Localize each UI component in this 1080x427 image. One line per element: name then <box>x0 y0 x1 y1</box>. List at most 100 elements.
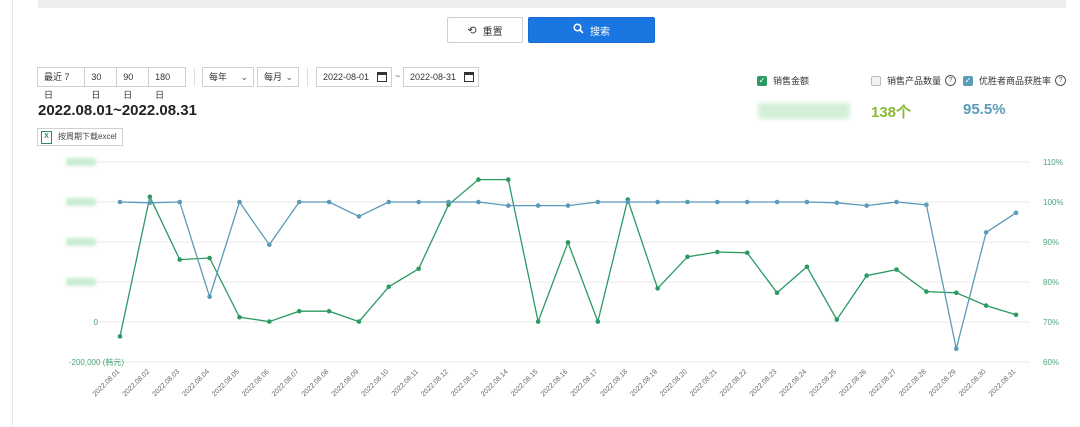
data-point <box>685 199 690 205</box>
data-point <box>715 199 720 205</box>
excel-download-label: 按周期下载excel <box>58 132 117 141</box>
reset-label: 重置 <box>482 26 503 38</box>
left-axis-blurred-tick <box>66 158 96 166</box>
left-axis-blurred-tick <box>66 198 96 206</box>
help-icon[interactable]: ? <box>945 75 957 86</box>
series-line <box>119 200 1017 349</box>
data-point <box>326 199 332 205</box>
month-select-value: 每月 <box>264 72 283 82</box>
x-tick-label: 2022.08.05 <box>211 368 241 398</box>
data-point <box>356 214 362 219</box>
x-tick-label: 2022.08.09 <box>331 368 361 398</box>
range-7d-button[interactable]: 最近 7日 <box>38 68 86 100</box>
data-point <box>685 254 690 260</box>
checkbox-unchecked-icon[interactable] <box>871 75 881 86</box>
x-tick-label: 2022.08.21 <box>689 368 719 398</box>
data-point <box>177 257 183 262</box>
data-point <box>894 199 899 205</box>
right-axis-tick-label: 100% <box>1043 198 1063 207</box>
help-icon[interactable]: ? <box>1055 75 1067 86</box>
data-point <box>267 242 272 248</box>
data-point <box>834 200 840 206</box>
x-tick-label: 2022.08.23 <box>749 368 779 398</box>
year-select[interactable]: 每年 ⌄ <box>202 67 254 87</box>
data-point <box>595 199 601 205</box>
calendar-icon[interactable] <box>464 72 474 82</box>
x-tick-label: 2022.08.15 <box>510 368 540 398</box>
x-tick-label: 2022.08.03 <box>151 368 181 398</box>
data-point <box>1013 312 1019 318</box>
right-axis-tick-label: 60% <box>1043 358 1059 367</box>
data-point <box>655 199 660 205</box>
legend-win-rate[interactable]: ✓ 优胜者商品获胜率 ? <box>963 74 1067 87</box>
data-point <box>296 308 302 314</box>
x-tick-label: 2022.08.14 <box>480 368 510 398</box>
data-point <box>834 317 840 322</box>
x-tick-label: 2022.08.29 <box>928 368 958 398</box>
x-tick-label: 2022.08.24 <box>779 368 809 398</box>
data-point <box>207 294 212 300</box>
data-point <box>505 203 511 208</box>
search-button[interactable]: 搜索 <box>528 17 655 43</box>
x-tick-label: 2022.08.30 <box>958 368 988 398</box>
data-point <box>715 249 720 255</box>
x-tick-label: 2022.08.31 <box>988 368 1018 398</box>
data-point <box>326 308 332 314</box>
calendar-icon[interactable] <box>377 72 387 82</box>
data-point <box>207 255 212 261</box>
legend-win-rate-label: 优胜者商品获胜率 <box>979 76 1052 86</box>
data-point <box>953 290 959 296</box>
data-point <box>535 319 541 324</box>
checkbox-checked-icon[interactable]: ✓ <box>963 75 973 86</box>
x-tick-label: 2022.08.26 <box>838 368 868 398</box>
x-tick-label: 2022.08.13 <box>450 368 480 398</box>
reset-button[interactable]: ⟲ 重置 <box>447 17 523 43</box>
range-30d-button[interactable]: 30日 <box>85 68 118 100</box>
data-point <box>535 203 541 208</box>
data-point <box>953 346 959 352</box>
data-point <box>416 266 421 272</box>
period-title: 2022.08.01~2022.08.31 <box>38 102 197 119</box>
x-tick-label: 2022.08.18 <box>599 368 629 398</box>
right-axis-tick-label: 80% <box>1043 278 1059 287</box>
series-line <box>119 178 1017 337</box>
reset-icon: ⟲ <box>467 24 477 37</box>
data-point <box>147 200 153 206</box>
data-point <box>565 203 571 208</box>
data-point <box>237 199 242 205</box>
data-point <box>416 199 421 205</box>
excel-download-button[interactable]: X 按周期下载excel <box>37 128 123 146</box>
legend-product-count[interactable]: 销售产品数量 ? <box>871 74 957 87</box>
product-count-value: 138个 <box>871 104 912 121</box>
search-icon <box>573 23 584 37</box>
data-point <box>804 264 810 270</box>
data-point <box>924 289 929 294</box>
data-point <box>446 199 451 205</box>
legend-sales[interactable]: ✓ 销售金额 <box>757 74 809 87</box>
left-axis-tick-label: -200,000 (韩元) <box>69 357 124 367</box>
data-point <box>894 267 899 272</box>
range-180d-button[interactable]: 180日 <box>155 72 171 100</box>
data-point <box>267 319 272 324</box>
x-tick-label: 2022.08.10 <box>360 368 390 398</box>
legend-product-count-label: 销售产品数量 <box>887 76 942 86</box>
left-axis-blurred-tick <box>66 278 96 286</box>
data-point <box>117 199 123 205</box>
start-date-input[interactable]: 2022-08-01 <box>316 67 392 87</box>
x-tick-label: 2022.08.08 <box>301 368 331 398</box>
month-select[interactable]: 每月 ⌄ <box>257 67 299 87</box>
data-point <box>476 199 481 205</box>
x-tick-label: 2022.08.07 <box>271 368 301 398</box>
left-border <box>12 0 13 427</box>
checkbox-checked-icon[interactable]: ✓ <box>757 75 767 86</box>
data-point <box>983 303 989 308</box>
data-point <box>595 319 601 324</box>
range-90d-button[interactable]: 90日 <box>117 68 150 100</box>
end-date-input[interactable]: 2022-08-31 <box>403 67 479 87</box>
quick-range-group: 最近 7日 30日 90日 180日 <box>37 67 186 100</box>
data-point <box>356 319 362 324</box>
data-point <box>864 273 869 278</box>
right-axis-tick-label: 70% <box>1043 318 1059 327</box>
right-axis-tick-label: 110% <box>1043 158 1063 167</box>
